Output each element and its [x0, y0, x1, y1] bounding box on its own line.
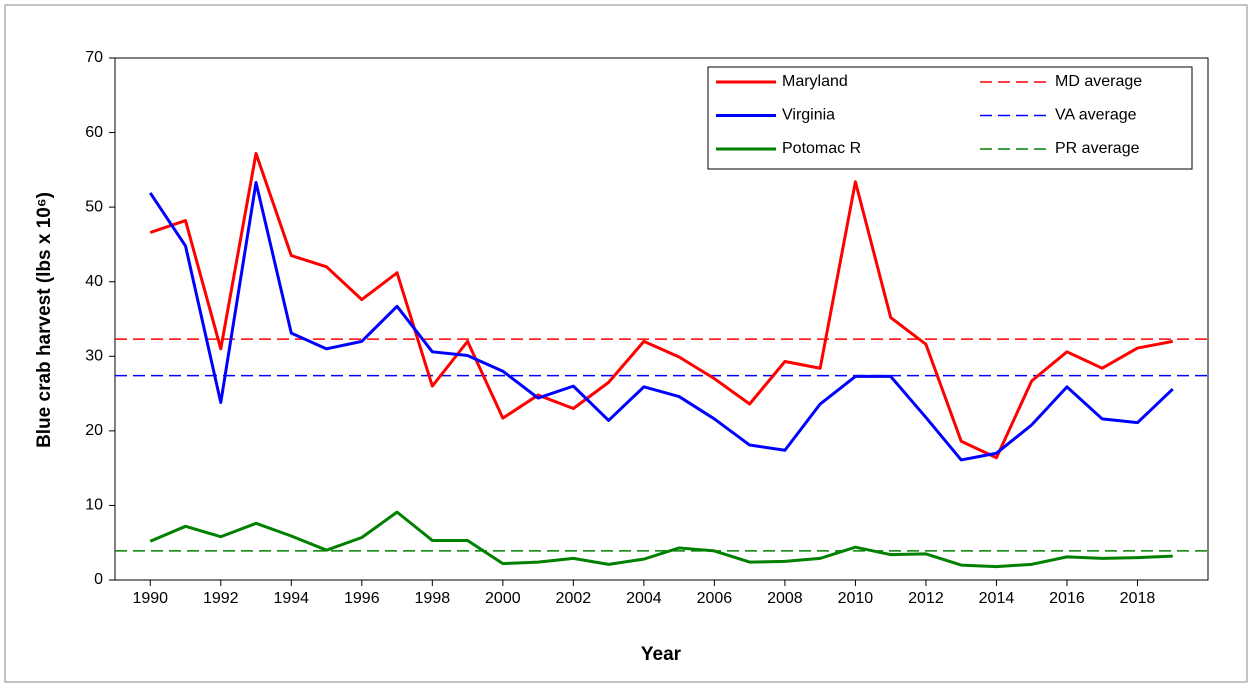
- y-tick-label: 50: [85, 198, 103, 215]
- x-tick-label: 2018: [1120, 590, 1156, 607]
- x-tick-label: 1996: [344, 590, 380, 607]
- x-tick-label: 2000: [485, 590, 521, 607]
- legend-label: Maryland: [782, 73, 848, 90]
- y-tick-label: 10: [85, 497, 103, 514]
- plot-area: [114, 57, 1209, 581]
- x-tick-label: 1998: [415, 590, 451, 607]
- legend-label: VA average: [1055, 107, 1137, 124]
- y-tick-label: 70: [85, 49, 103, 66]
- legend-label: Virginia: [782, 107, 835, 124]
- series-line: [149, 510, 1173, 569]
- x-tick-label: 1994: [273, 590, 309, 607]
- legend-box: [707, 66, 1193, 170]
- x-tick-label: 2012: [908, 590, 944, 607]
- y-tick-label: 60: [85, 124, 103, 141]
- legend-label: PR average: [1055, 140, 1140, 157]
- x-tick-label: 1992: [203, 590, 239, 607]
- x-axis-title: Year: [641, 644, 682, 665]
- x-tick-label: 1990: [132, 590, 168, 607]
- x-tick-label: 2004: [626, 590, 662, 607]
- legend-label: MD average: [1055, 73, 1142, 90]
- series-line: [149, 181, 1174, 462]
- y-axis-title: Blue crab harvest (lbs x 10⁶): [34, 192, 55, 448]
- series-line: [149, 151, 1174, 460]
- x-tick-label: 2010: [838, 590, 874, 607]
- x-tick-label: 2016: [1049, 590, 1085, 607]
- y-tick-label: 40: [85, 273, 103, 290]
- y-tick-label: 30: [85, 348, 103, 365]
- x-tick-label: 2014: [979, 590, 1015, 607]
- x-tick-label: 2002: [556, 590, 592, 607]
- y-tick-label: 20: [85, 422, 103, 439]
- x-tick-label: 2006: [697, 590, 733, 607]
- y-tick-label: 0: [94, 571, 103, 588]
- chart-border: [4, 4, 1248, 683]
- legend-label: Potomac R: [782, 140, 861, 157]
- x-tick-label: 2008: [767, 590, 803, 607]
